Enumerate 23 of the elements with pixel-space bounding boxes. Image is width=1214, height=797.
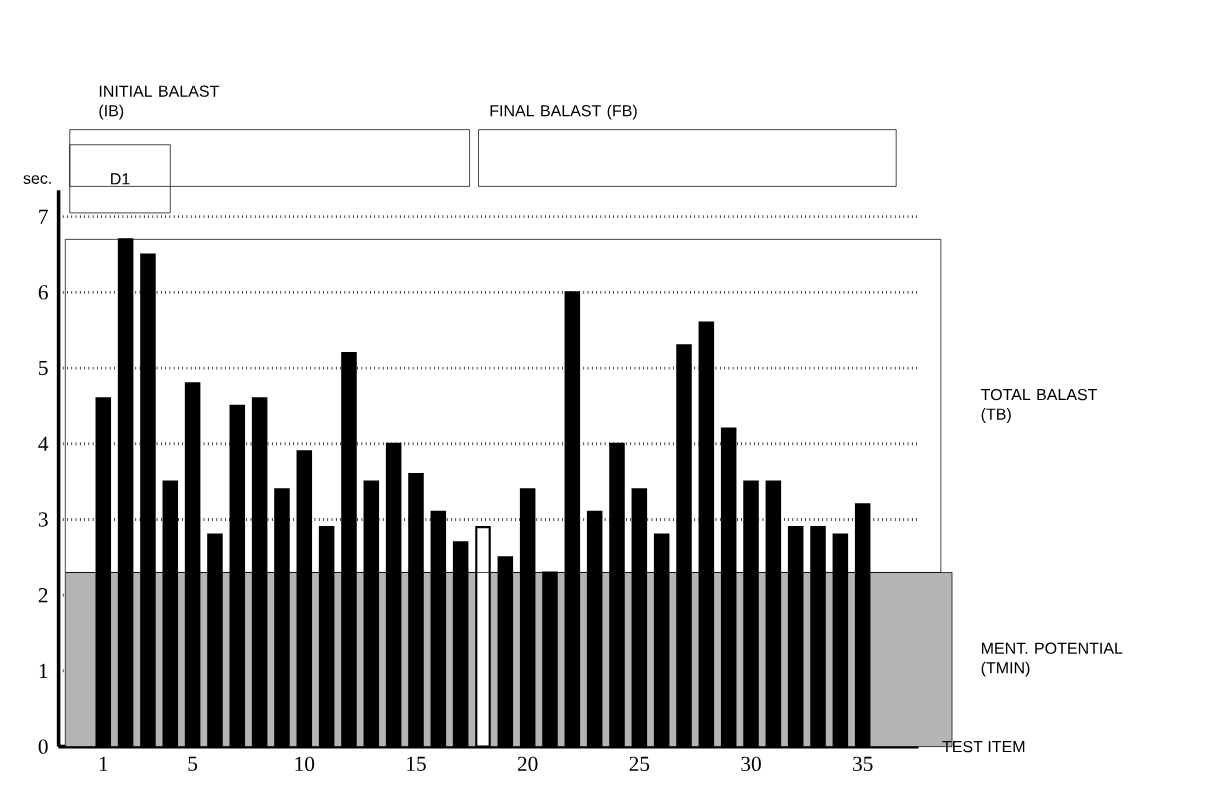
- text: TOTAL BALAST (TB): [981, 388, 1098, 423]
- text: INITIAL BALAST (IB): [99, 85, 219, 120]
- x-tick-label: 20: [517, 756, 538, 771]
- y-tick-label: 0: [38, 739, 48, 754]
- x-tick-label: 1: [99, 756, 108, 771]
- y-tick-label: 3: [38, 512, 48, 527]
- y-axis-title: sec.: [23, 175, 51, 184]
- x-axis-title: TEST ITEM: [942, 740, 1025, 753]
- x-tick-label: 5: [188, 756, 198, 771]
- text: FINAL BALAST (FB): [490, 104, 637, 120]
- band-label: MENT. POTENTIAL (TMIN): [981, 642, 1123, 677]
- x-tick-label: 35: [853, 756, 873, 771]
- y-tick-label: 6: [38, 285, 48, 300]
- y-tick-label: 1: [39, 663, 48, 678]
- y-tick-label: 7: [39, 209, 48, 224]
- x-tick-label: 10: [295, 756, 315, 771]
- x-tick-label: 25: [629, 756, 650, 771]
- y-tick-label: 4: [38, 436, 49, 451]
- x-tick-label: 15: [407, 756, 426, 771]
- x-tick-label: 30: [741, 756, 761, 771]
- y-tick-label: 5: [39, 360, 48, 376]
- y-tick-label: 2: [38, 588, 48, 603]
- text: D1: [111, 173, 130, 185]
